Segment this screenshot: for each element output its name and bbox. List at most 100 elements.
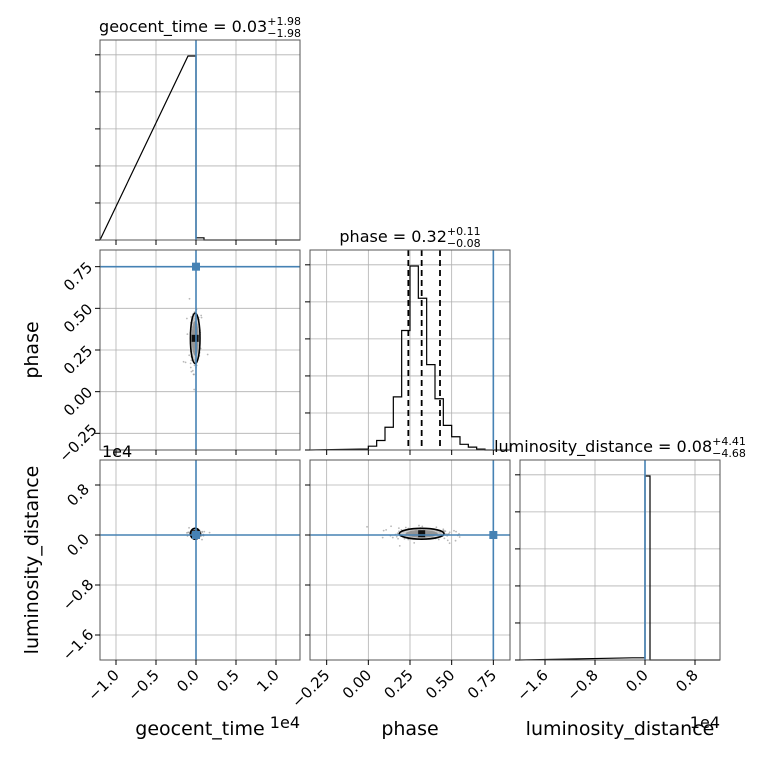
sample-point: [413, 541, 416, 544]
contour-outer: [398, 527, 445, 540]
sample-point: [184, 361, 187, 364]
x-tick-label: 0.50: [422, 666, 458, 702]
sample-point: [435, 526, 438, 529]
scatter-area: [100, 460, 300, 660]
sample-point: [397, 527, 400, 530]
sample-point: [188, 526, 190, 529]
x-tick-label: 0.25: [380, 666, 416, 702]
scatter-panel-luminosity_distance-vs-geocent_time: −1.0 −0.5 0.0 0.5 1.0 −1.6 −0.8 0.0 0.8: [59, 459, 301, 705]
y-axis-label-luminosity_distance: luminosity_distance: [21, 466, 43, 655]
x-offset-label-geocent-time: 1e4: [270, 713, 300, 732]
sample-point: [458, 536, 461, 538]
sample-point: [188, 354, 191, 357]
panel-frame: [519, 459, 721, 661]
y-offset-label: 1e4: [102, 442, 132, 461]
x-tick-label: 0.0: [173, 666, 203, 696]
x-tick-label: −0.8: [563, 666, 601, 704]
sample-point: [442, 529, 445, 532]
sample-point: [390, 525, 392, 528]
panel-frame: [99, 39, 301, 241]
histogram-geocent_time: [99, 55, 300, 241]
contour-center: [418, 530, 426, 538]
scatter-area: [310, 460, 510, 660]
sample-point: [395, 535, 398, 538]
sample-point: [407, 538, 410, 541]
x-axis-label-phase: phase: [381, 718, 438, 740]
sample-point: [200, 314, 203, 317]
sample-point: [391, 536, 394, 539]
hist-title: geocent_time = 0.03+1.98 −1.98: [99, 15, 301, 40]
x-axis-label-luminosity_distance: luminosity_distance: [526, 718, 715, 740]
sample-point: [191, 369, 194, 372]
y-tick-label: −0.8: [59, 576, 97, 614]
x-tick-label: 0.8: [672, 666, 702, 696]
sample-point: [382, 529, 385, 532]
sample-point: [421, 525, 424, 528]
x-tick-label: 1.0: [253, 666, 283, 696]
hist-title: luminosity_distance = 0.08+4.41 −4.68: [494, 435, 746, 460]
truth-marker: [192, 262, 200, 271]
sample-point: [189, 362, 192, 365]
sample-point: [437, 538, 440, 541]
sample-point: [201, 538, 203, 541]
y-tick-label: 0.50: [60, 300, 96, 336]
x-tick-label: −0.25: [288, 666, 333, 711]
sample-point: [366, 525, 368, 528]
sample-point: [200, 532, 203, 535]
x-tick-label: 0.00: [339, 666, 375, 702]
x-tick-label: 0.75: [464, 666, 500, 702]
y-tick-label: −1.6: [59, 626, 97, 664]
x-tick-label: −1.6: [513, 666, 551, 704]
truth-marker: [489, 531, 498, 539]
sample-point: [448, 542, 451, 545]
sample-point: [190, 370, 193, 373]
sample-point: [403, 537, 406, 540]
y-tick-label: 0.0: [63, 530, 93, 560]
sample-point: [385, 529, 388, 531]
sample-point: [192, 373, 195, 376]
sample-point: [404, 526, 407, 529]
sample-point: [418, 524, 420, 527]
x-tick-label: 0.0: [622, 666, 652, 696]
scatter-panel-phase-vs-geocent_time: −0.250.00 0.25 0.50 0.75: [55, 249, 301, 466]
scatter-panel-luminosity_distance-vs-phase: −0.25 0.00 0.25 0.50 0.75: [288, 459, 511, 711]
axis-labels: geocent_time phase luminosity_distancephas…: [21, 321, 720, 740]
truth-marker: [192, 531, 200, 539]
sample-point: [200, 316, 203, 319]
sample-point: [397, 537, 399, 540]
sample-point: [186, 333, 189, 336]
x-tick-label: −1.0: [84, 666, 122, 704]
sample-point: [206, 353, 209, 356]
y-axis-label-phase: phase: [21, 321, 43, 378]
sample-point: [190, 316, 193, 318]
y-tick-label: −0.25: [55, 421, 100, 466]
y-tick-label: 0.00: [60, 383, 96, 419]
sample-point: [381, 536, 384, 539]
hist-panel-phase: phase = 0.32+0.11 −0.08: [305, 225, 511, 455]
sample-point: [398, 530, 400, 533]
sample-point: [446, 539, 449, 542]
sample-point: [188, 297, 191, 300]
hist-panel-geocent_time: geocent_time = 0.03+1.98 −1.98: [95, 15, 301, 245]
sample-point: [203, 530, 206, 533]
scatter-area: [100, 250, 300, 450]
sample-point: [208, 531, 211, 534]
sample-point: [193, 364, 196, 367]
sample-point: [201, 531, 204, 533]
y-tick-label: 0.25: [60, 342, 96, 378]
hist-title: phase = 0.32+0.11 −0.08: [339, 225, 480, 250]
sample-point: [193, 388, 196, 391]
hist-panel-luminosity_distance: −1.6 −0.8 0.0 0.8 luminosity_distance = 0.08…: [494, 435, 746, 705]
histogram-luminosity_distance: [519, 475, 720, 661]
x-tick-label: 0.5: [213, 666, 243, 696]
sample-point: [453, 529, 455, 532]
sample-point: [398, 544, 401, 547]
x-axis-label-geocent_time: geocent_time: [135, 718, 264, 740]
x-offset-label-luminosity-distance: 1e4: [690, 713, 720, 732]
y-tick-label: 0.8: [63, 480, 93, 510]
sample-point: [185, 317, 188, 320]
sample-point: [396, 532, 399, 535]
sample-point: [189, 366, 192, 369]
sample-point: [448, 531, 451, 534]
